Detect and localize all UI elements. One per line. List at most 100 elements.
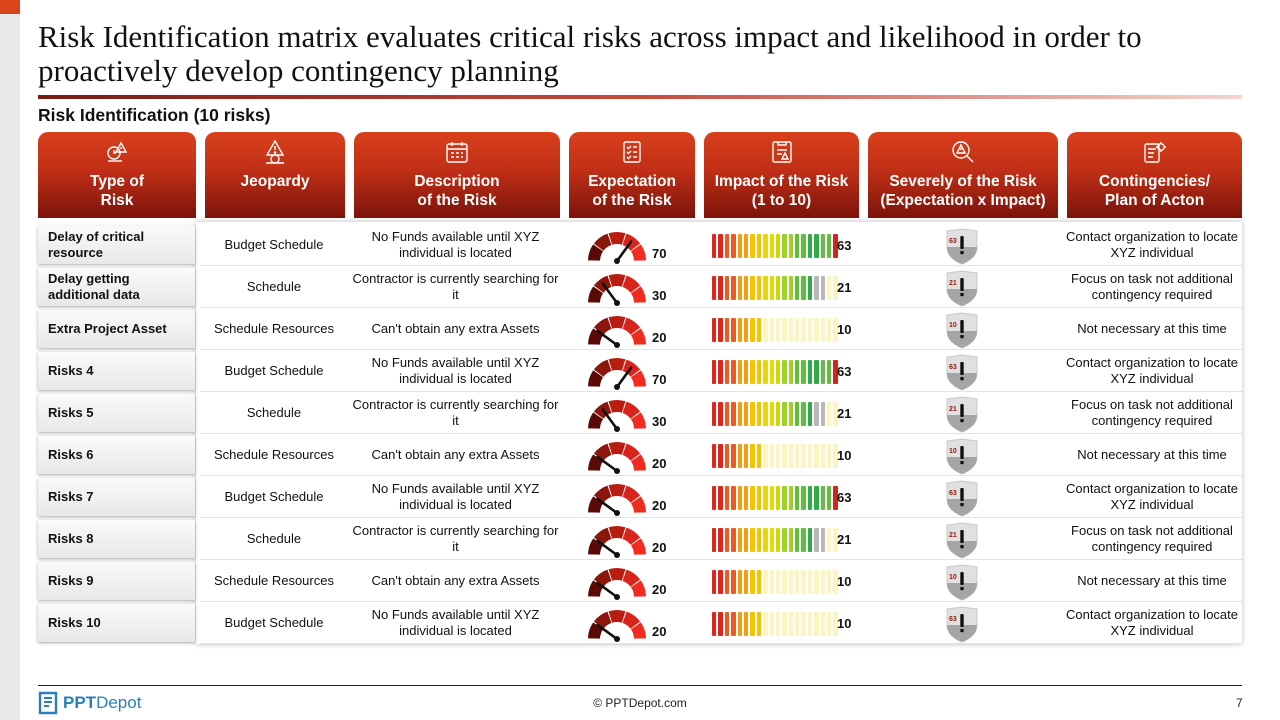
expectation-gauge-icon — [588, 400, 646, 432]
impact-bar — [737, 528, 742, 552]
description-cell: No Funds available until XYZ individual … — [371, 355, 540, 386]
impact-bar — [737, 444, 742, 468]
impact-bar — [763, 570, 768, 594]
impact-bar-meter — [712, 276, 838, 300]
risk-type-cell: Risks 10 — [38, 604, 195, 642]
table-row: Delay getting additional data Schedule Con… — [38, 266, 1242, 308]
expectation-value: 70 — [652, 372, 667, 387]
row-divider — [200, 517, 1242, 518]
gauge-needle — [615, 240, 633, 263]
description-cell: Contractor is currently searching for it — [352, 397, 559, 428]
gauge-hub — [614, 594, 620, 600]
gauge-segment — [630, 412, 646, 429]
gauge-segment — [608, 358, 626, 371]
impact-value: 63 — [837, 238, 852, 253]
header-type-of-risk: Type of Risk — [38, 132, 196, 218]
impact-bar-meter — [712, 486, 838, 510]
report-warning-icon — [771, 141, 792, 163]
row-divider — [200, 475, 1242, 476]
impact-bar — [712, 402, 717, 426]
expectation-value: 20 — [652, 582, 667, 597]
impact-bar — [775, 402, 781, 426]
impact-bar — [814, 528, 819, 552]
severity-value: 10 — [949, 448, 957, 455]
gauge-hub — [614, 426, 620, 432]
impact-bar — [731, 570, 736, 594]
impact-bar — [743, 444, 749, 468]
severity-shield-icon: 21 — [946, 270, 978, 307]
description-cell: Contractor is currently searching for it — [352, 271, 559, 302]
impact-bar — [782, 612, 787, 636]
row-divider — [200, 643, 1242, 644]
table-row: Risks 5 Schedule Contractor is currently s… — [38, 392, 1242, 434]
impact-bar — [775, 528, 781, 552]
gauge-needle — [601, 282, 619, 305]
gauge-segment — [608, 610, 626, 623]
impact-bar — [814, 486, 819, 510]
impact-bar — [788, 234, 794, 258]
description-cell: No Funds available until XYZ individual … — [371, 607, 540, 638]
impact-bar — [801, 318, 806, 342]
shield-exclamation — [960, 530, 964, 543]
shield-exclamation — [960, 446, 964, 459]
gauge-segment — [630, 538, 646, 555]
impact-bar — [788, 528, 794, 552]
impact-bar — [731, 276, 736, 300]
row-divider — [200, 391, 1242, 392]
gauge-hub — [614, 468, 620, 474]
impact-bar — [712, 234, 717, 258]
impact-bar — [763, 486, 768, 510]
impact-bar — [827, 234, 832, 258]
expectation-gauge-icon — [588, 358, 646, 390]
risk-type-cell: Risks 6 — [38, 436, 195, 474]
impact-bar — [788, 276, 794, 300]
impact-bar — [750, 276, 755, 300]
risk-type-cell: Delay of critical resource — [38, 226, 195, 264]
gauge-segment — [608, 484, 626, 497]
impact-bar — [731, 528, 736, 552]
shield-fill — [947, 373, 977, 390]
expectation-value: 20 — [652, 498, 667, 513]
contingency-cell: Not necessary at this time — [1077, 321, 1227, 336]
gauge-segment — [608, 316, 626, 329]
impact-bar — [750, 444, 755, 468]
impact-bar — [814, 612, 819, 636]
impact-bar — [833, 234, 838, 258]
impact-bar-meter — [712, 444, 838, 468]
gauge-segment — [622, 611, 641, 629]
gauge-segment — [608, 442, 626, 455]
impact-bar — [724, 570, 730, 594]
impact-bar — [712, 318, 717, 342]
impact-bar — [807, 234, 813, 258]
shield-exclamation — [960, 488, 964, 501]
impact-bar — [769, 360, 774, 384]
impact-bar — [782, 318, 787, 342]
impact-bar — [750, 612, 755, 636]
impact-bar — [712, 444, 717, 468]
impact-bar — [718, 570, 723, 594]
header-label: Impact of the Risk (1 to 10) — [714, 173, 849, 209]
impact-bar — [737, 402, 742, 426]
impact-bar — [795, 402, 800, 426]
impact-bar — [737, 318, 742, 342]
impact-bar — [724, 360, 730, 384]
logo-text-bold: PPT — [63, 693, 97, 712]
impact-bar — [731, 360, 736, 384]
gauge-segment — [622, 401, 641, 419]
impact-value: 10 — [837, 616, 852, 631]
gauge-segment — [588, 244, 604, 261]
impact-value: 63 — [837, 490, 852, 505]
header-contingencies: Contingencies/ Plan of Acton — [1067, 132, 1242, 218]
gauge-segment — [593, 359, 612, 377]
expectation-gauge-icon — [588, 274, 646, 306]
impact-bar — [827, 612, 832, 636]
impact-bar — [801, 276, 806, 300]
risk-type-cell: Risks 7 — [38, 478, 195, 516]
impact-bar — [724, 444, 730, 468]
expectation-gauge-icon — [588, 610, 646, 642]
gauge-segment — [588, 580, 604, 597]
severity-value: 10 — [949, 574, 957, 581]
impact-bar — [743, 318, 749, 342]
impact-bar — [763, 360, 768, 384]
impact-bar — [814, 444, 819, 468]
